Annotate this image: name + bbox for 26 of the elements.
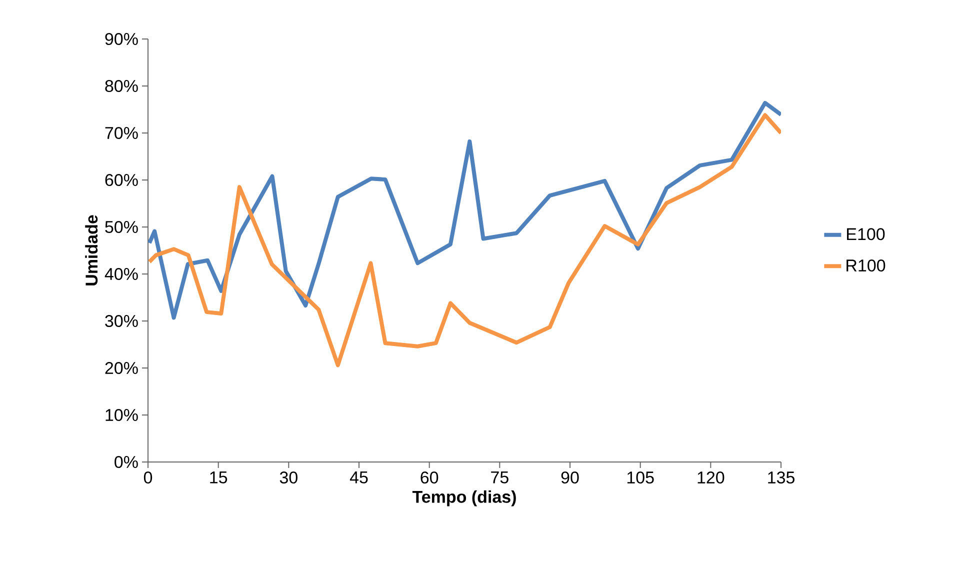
y-tick-label: 0% — [114, 456, 138, 468]
x-tick-label: 45 — [350, 472, 368, 484]
x-tick-label: 60 — [420, 472, 438, 484]
x-tick-label: 135 — [768, 472, 794, 484]
x-tick-label: 30 — [280, 472, 298, 484]
x-tick-label: 75 — [491, 472, 508, 484]
line-series — [148, 100, 782, 320]
x-tick-label: 120 — [698, 472, 724, 484]
y-tick-label: 20% — [105, 362, 138, 374]
line-series — [148, 113, 782, 368]
x-tick-label: 105 — [627, 472, 654, 484]
legend-label: E100 — [847, 228, 885, 240]
y-tick-label: 70% — [105, 126, 138, 140]
legend-label: R100 — [846, 259, 886, 272]
y-tick-label: 90% — [105, 32, 138, 46]
y-tick-label: 80% — [105, 80, 138, 92]
x-tick-label: 0 — [144, 472, 152, 484]
y-axis-title: Umidade — [85, 215, 98, 286]
x-tick-label: 15 — [210, 472, 228, 484]
x-axis-title: Tempo (dias) — [412, 490, 516, 506]
y-tick-label: 30% — [105, 314, 138, 328]
y-tick-label: 10% — [106, 408, 138, 422]
y-tick-label: 40% — [104, 268, 138, 280]
y-tick-label: 60% — [105, 174, 138, 186]
y-tick-label: 50% — [105, 220, 138, 234]
x-tick-label: 90 — [561, 472, 579, 484]
